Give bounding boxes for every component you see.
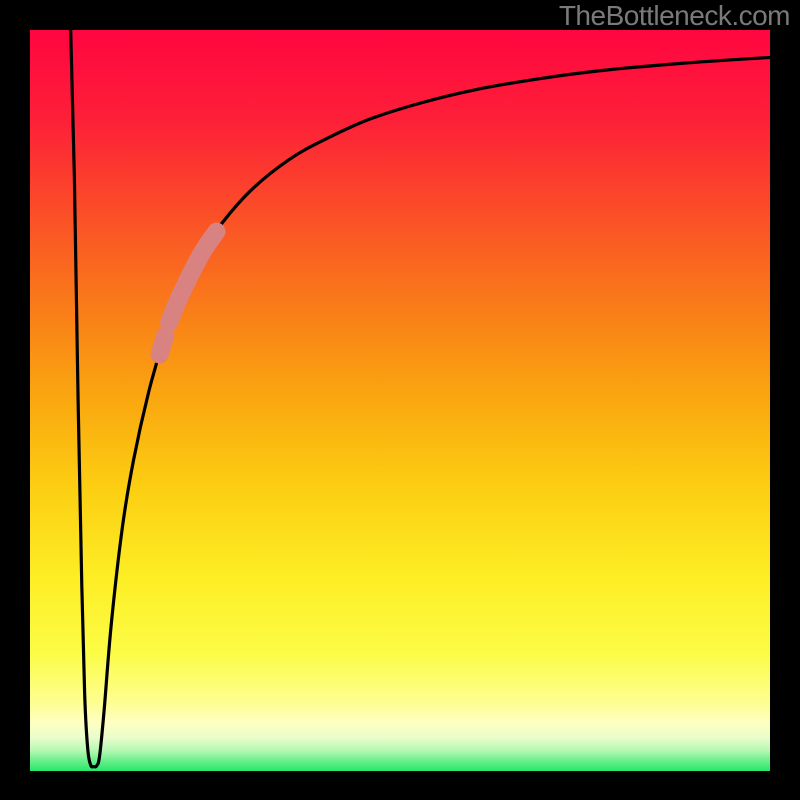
highlight-segment (160, 335, 166, 354)
bottleneck-plot (0, 0, 800, 800)
gradient-background (30, 30, 770, 771)
chart-container: TheBottleneck.com (0, 0, 800, 800)
